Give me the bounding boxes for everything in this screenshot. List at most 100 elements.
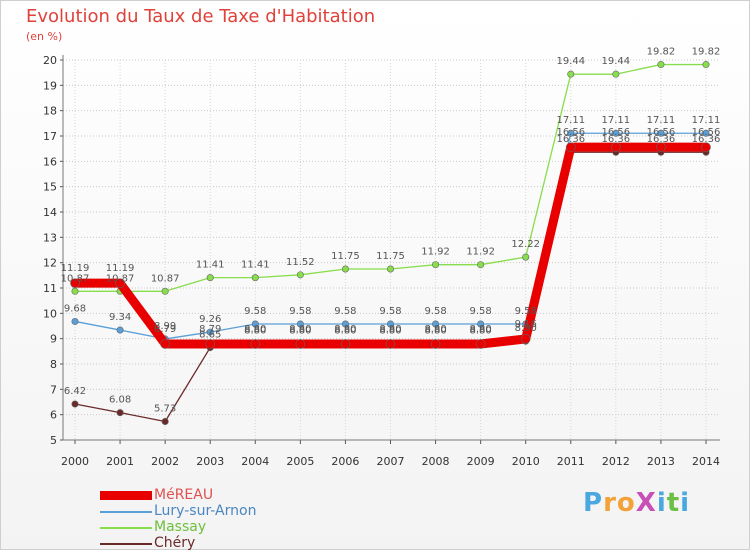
data-label: 16.36 xyxy=(692,134,721,145)
y-tick-label: 5 xyxy=(50,434,57,447)
data-label: 8.80 xyxy=(424,324,446,335)
data-label: 19.82 xyxy=(692,47,721,58)
data-point xyxy=(71,400,79,408)
logo-letter: t xyxy=(666,488,681,518)
data-label: 8.80 xyxy=(424,326,446,337)
x-tick-label: 2003 xyxy=(196,455,224,468)
y-tick-label: 13 xyxy=(43,231,57,244)
data-point xyxy=(341,265,349,273)
legend-label: Lury-sur-Arnon xyxy=(154,503,257,519)
y-tick-label: 16 xyxy=(43,155,57,168)
data-point xyxy=(206,328,214,336)
data-label: 16.36 xyxy=(556,134,585,145)
legend-swatch xyxy=(100,543,152,545)
data-label: 8.80 xyxy=(289,326,311,337)
data-point xyxy=(656,142,666,152)
data-label: 9.58 xyxy=(424,306,446,317)
data-point xyxy=(702,129,710,137)
y-tick-label: 15 xyxy=(43,181,57,194)
data-point xyxy=(432,320,440,328)
data-label: 8.80 xyxy=(244,326,266,337)
data-label: 8.80 xyxy=(334,326,356,337)
data-label: 9.58 xyxy=(515,306,537,317)
data-label: 9.16 xyxy=(515,319,537,330)
data-label: 9.34 xyxy=(109,312,131,323)
data-point xyxy=(386,320,394,328)
y-tick-label: 12 xyxy=(43,257,57,270)
data-point xyxy=(522,253,530,261)
data-point xyxy=(115,278,125,288)
data-point xyxy=(295,339,306,349)
y-tick-label: 8 xyxy=(50,358,57,371)
data-point xyxy=(340,339,351,349)
data-label: 8.99 xyxy=(154,321,176,332)
x-tick-label: 2014 xyxy=(692,455,720,468)
x-tick-label: 2009 xyxy=(467,455,495,468)
x-tick-label: 2000 xyxy=(61,455,89,468)
data-label: 6.42 xyxy=(64,386,86,397)
data-label: 8.80 xyxy=(334,324,356,335)
data-label: 17.11 xyxy=(692,115,721,126)
logo-letter: o xyxy=(616,488,636,518)
data-point xyxy=(477,261,485,269)
legend-label: Massay xyxy=(154,519,207,535)
x-tick-label: 2004 xyxy=(241,455,269,468)
data-point xyxy=(71,317,79,325)
data-label: 10.87 xyxy=(106,273,135,284)
data-label: 9.58 xyxy=(470,306,492,317)
legend-swatch xyxy=(100,527,152,529)
data-point xyxy=(206,274,214,282)
data-label: 9.26 xyxy=(199,314,221,325)
data-point xyxy=(567,129,575,137)
data-label: 8.79 xyxy=(154,324,176,335)
data-label: 9.58 xyxy=(244,306,266,317)
data-label: 8.80 xyxy=(379,326,401,337)
data-label: 10.87 xyxy=(61,273,90,284)
data-point xyxy=(161,287,169,295)
data-label: 19.44 xyxy=(556,56,585,67)
data-point xyxy=(520,334,531,344)
legend-label: Chéry xyxy=(154,535,196,551)
data-point xyxy=(71,287,79,295)
data-point xyxy=(432,261,440,269)
proxiti-logo: ProXiti xyxy=(583,488,690,518)
data-label: 9.58 xyxy=(334,306,356,317)
data-point xyxy=(475,339,486,349)
y-tick-label: 19 xyxy=(43,79,57,92)
legend-swatch xyxy=(100,511,152,513)
data-label: 11.52 xyxy=(286,257,315,268)
y-tick-label: 11 xyxy=(43,282,57,295)
data-label: 19.82 xyxy=(647,47,676,58)
data-label: 16.56 xyxy=(647,127,676,138)
x-tick-label: 2008 xyxy=(422,455,450,468)
data-point xyxy=(296,271,304,279)
logo-letter: P xyxy=(583,488,604,518)
data-label: 17.11 xyxy=(602,115,631,126)
data-label: 12.22 xyxy=(511,239,540,250)
data-label: 9.68 xyxy=(64,303,86,314)
data-label: 11.75 xyxy=(376,251,405,262)
data-point xyxy=(70,278,80,288)
data-label: 17.11 xyxy=(647,115,676,126)
data-label: 8.79 xyxy=(199,324,221,335)
data-label: 8.80 xyxy=(379,324,401,335)
logo-letter: X xyxy=(635,488,657,518)
data-label: 11.75 xyxy=(331,251,360,262)
x-tick-label: 2011 xyxy=(557,455,585,468)
x-tick-label: 2005 xyxy=(286,455,314,468)
data-label: 8.80 xyxy=(470,326,492,337)
y-tick-label: 14 xyxy=(43,206,57,219)
x-tick-label: 2006 xyxy=(331,455,359,468)
data-point xyxy=(251,274,259,282)
data-label: 16.56 xyxy=(556,127,585,138)
data-point xyxy=(701,142,711,152)
data-point xyxy=(657,61,665,69)
data-label: 11.19 xyxy=(61,263,90,274)
unit-label: (en %) xyxy=(26,30,63,43)
y-tick-label: 7 xyxy=(50,383,57,396)
x-tick-label: 2002 xyxy=(151,455,179,468)
data-label: 16.56 xyxy=(692,127,721,138)
data-point xyxy=(341,320,349,328)
data-label: 17.11 xyxy=(556,115,585,126)
